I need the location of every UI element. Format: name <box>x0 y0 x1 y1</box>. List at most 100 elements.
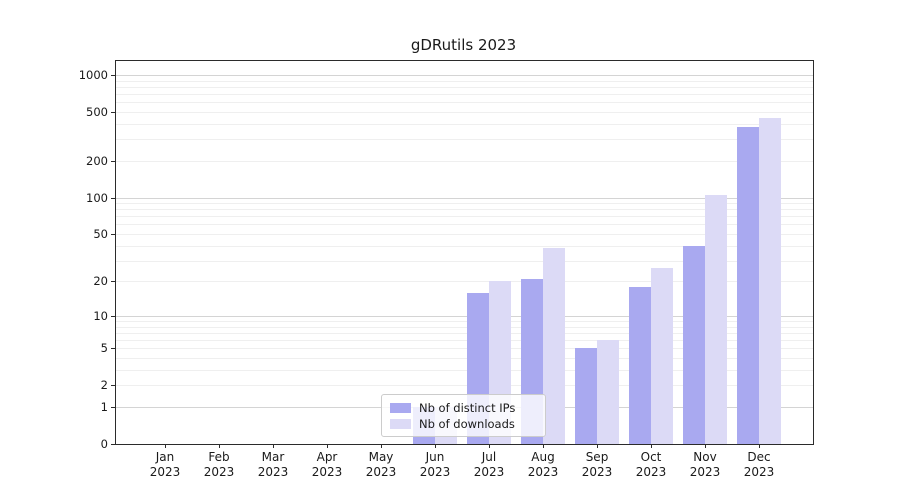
x-tick-label-year: 2023 <box>743 465 775 479</box>
gridline-minor <box>116 321 813 323</box>
bar-distinct-ips-dec <box>737 126 759 444</box>
x-tick-label: Jun 2023 <box>408 450 462 480</box>
x-tick-label: Oct 2023 <box>624 450 678 480</box>
y-tick-label: 500 <box>86 104 108 119</box>
gridline-minor <box>116 86 813 88</box>
x-tick-label-month: Feb <box>208 450 230 464</box>
y-tick <box>111 281 115 283</box>
chart-title: gDRutils 2023 <box>410 36 517 54</box>
y-tick <box>111 75 115 76</box>
x-tick-label-month: Aug <box>531 450 555 464</box>
x-tick-label: May 2023 <box>354 450 408 480</box>
gridline-minor <box>116 326 813 328</box>
x-tick-label-month: Jan <box>155 450 175 464</box>
y-tick-label: 100 <box>86 190 108 205</box>
gridline-minor <box>116 111 813 113</box>
bar-downloads-aug <box>543 248 565 444</box>
x-tick <box>327 444 328 448</box>
x-tick-label-year: 2023 <box>203 465 235 479</box>
x-tick <box>651 444 652 448</box>
x-tick <box>543 444 544 448</box>
x-tick <box>273 444 274 448</box>
legend-item-distinct-ips: Nb of distinct IPs <box>382 400 545 415</box>
y-tick-label: 10 <box>93 308 108 323</box>
x-tick <box>435 444 436 448</box>
x-tick-label-year: 2023 <box>581 465 613 479</box>
y-tick-label: 50 <box>93 226 108 241</box>
gridline-major <box>116 197 813 199</box>
x-tick-label-year: 2023 <box>527 465 559 479</box>
x-tick-label-year: 2023 <box>635 465 667 479</box>
x-tick <box>705 444 706 448</box>
x-tick-label-month: Sep <box>585 450 609 464</box>
y-tick <box>111 406 115 408</box>
bar-downloads-dec <box>759 117 781 444</box>
gridline-minor <box>116 332 813 334</box>
bar-distinct-ips-sep <box>575 348 597 444</box>
y-tick <box>111 111 115 113</box>
plot-area: 0 1 2 5 10 20 50 100 200 500 1000 Jan 2023 Feb 2023 Mar… <box>79 60 814 479</box>
gridline-minor <box>116 281 813 283</box>
legend-label: Nb of downloads <box>419 416 515 431</box>
y-tick-label: 0 <box>100 437 108 451</box>
gridline-minor <box>116 233 813 235</box>
gridline-minor <box>116 260 813 262</box>
bar-downloads-nov <box>705 194 727 444</box>
x-tick-label: Apr 2023 <box>300 450 354 480</box>
y-tick-label: 1000 <box>78 68 108 82</box>
y-tick <box>111 385 115 387</box>
y-tick-label: 5 <box>100 341 108 356</box>
y-tick <box>111 348 115 350</box>
gridline-minor <box>116 369 813 371</box>
x-tick-label-month: May <box>368 450 394 464</box>
gridline-minor <box>116 123 813 125</box>
x-tick <box>219 444 220 448</box>
x-tick-label: Aug 2023 <box>516 450 570 480</box>
gridline-minor <box>116 209 813 211</box>
y-tick <box>111 197 115 199</box>
gridline-minor <box>116 358 813 360</box>
x-tick-label-year: 2023 <box>311 465 343 479</box>
x-tick-label-month: Dec <box>747 450 771 464</box>
legend-swatch-downloads <box>390 418 411 429</box>
legend: Nb of distinct IPs Nb of downloads <box>381 394 546 437</box>
gridline-minor <box>116 94 813 96</box>
gridline-minor <box>116 160 813 162</box>
gridline-minor <box>116 80 813 82</box>
x-tick-label: Dec 2023 <box>732 450 786 480</box>
x-tick-label-year: 2023 <box>257 465 289 479</box>
gridline-minor <box>116 216 813 218</box>
x-tick <box>165 444 166 448</box>
gridline-minor <box>116 340 813 342</box>
gridline-minor <box>116 245 813 247</box>
x-tick-label-month: Oct <box>640 450 662 464</box>
x-tick <box>597 444 598 448</box>
bar-distinct-ips-oct <box>629 286 651 444</box>
legend-item-downloads: Nb of downloads <box>382 416 545 431</box>
y-tick-label: 1 <box>100 399 108 414</box>
x-tick-label: Nov 2023 <box>678 450 732 480</box>
gridline-minor <box>116 385 813 387</box>
y-tick <box>111 444 115 445</box>
x-tick-label-month: Nov <box>693 450 717 464</box>
x-tick-label-month: Jul <box>481 450 497 464</box>
gridline-major <box>116 315 813 317</box>
y-tick <box>111 233 115 235</box>
gridline-minor <box>116 102 813 104</box>
legend-swatch-distinct-ips <box>390 402 411 413</box>
gridline-minor <box>116 139 813 141</box>
gridline-minor <box>116 348 813 350</box>
legend-label: Nb of distinct IPs <box>419 400 516 415</box>
x-tick-label-year: 2023 <box>149 465 181 479</box>
x-tick-label: Sep 2023 <box>570 450 624 480</box>
x-tick-label: Jan 2023 <box>138 450 192 480</box>
gridline-minor <box>116 224 813 226</box>
x-tick-label-month: Apr <box>316 450 338 464</box>
bar-distinct-ips-nov <box>683 245 705 444</box>
x-tick-label-month: Jun <box>425 450 445 464</box>
x-tick <box>759 444 760 448</box>
gridline-minor <box>116 203 813 205</box>
y-tick <box>111 160 115 162</box>
x-tick-label-year: 2023 <box>689 465 721 479</box>
